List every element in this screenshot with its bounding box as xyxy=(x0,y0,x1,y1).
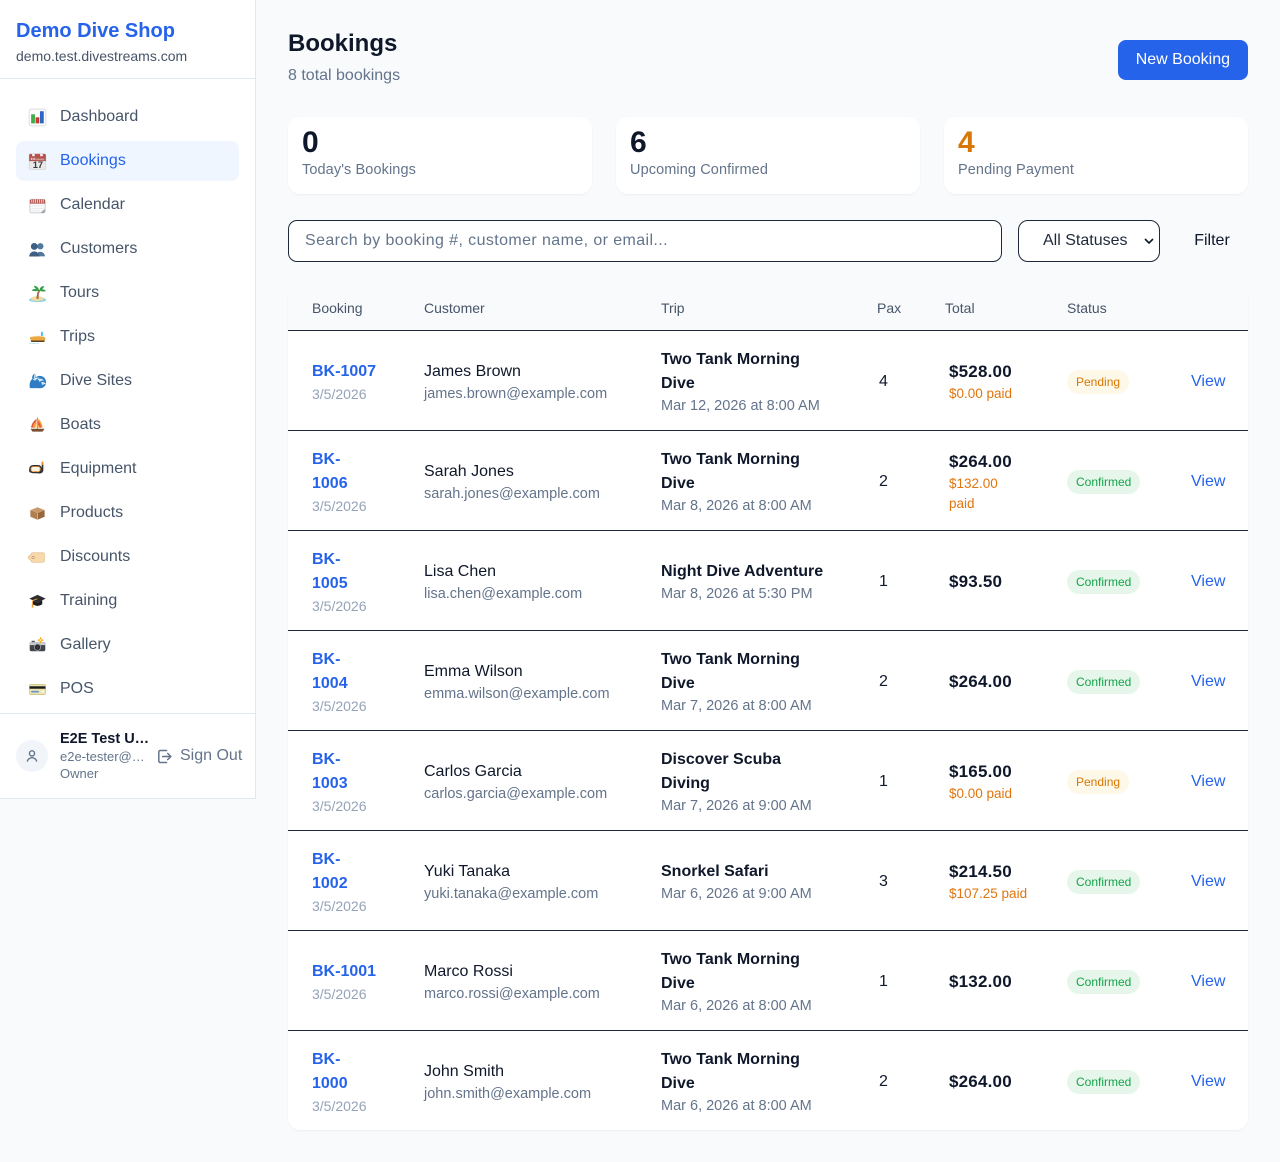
svg-text:17: 17 xyxy=(33,160,43,170)
